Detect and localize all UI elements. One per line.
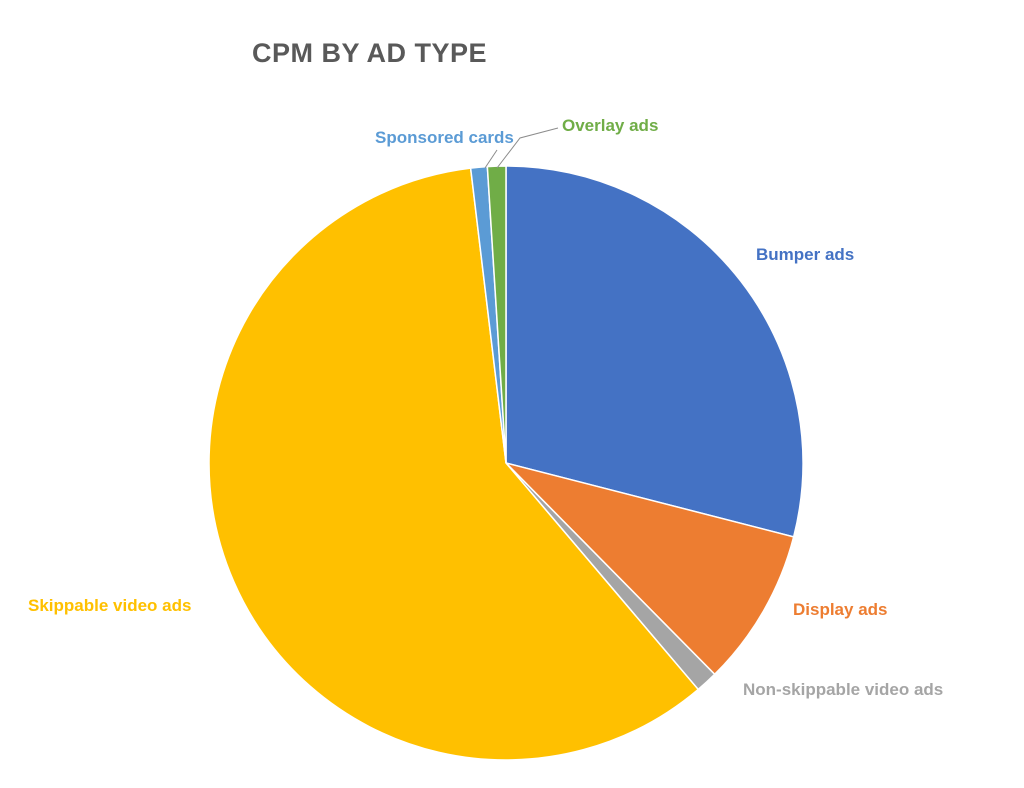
pie-slices bbox=[208, 165, 804, 761]
slice-label-display-ads: Display ads bbox=[793, 600, 888, 619]
chart-title: CPM BY AD TYPE bbox=[252, 38, 488, 68]
leader-lines bbox=[484, 127, 559, 169]
slice-label-non-skippable-video-ads: Non-skippable video ads bbox=[743, 680, 944, 699]
slice-label-overlay-ads: Overlay ads bbox=[562, 116, 659, 135]
slice-label-sponsored-cards: Sponsored cards bbox=[375, 128, 514, 147]
pie-slice-display-ads bbox=[503, 461, 795, 676]
pie-slice-skippable-video-ads bbox=[208, 167, 700, 761]
pie-slice-bumper-ads bbox=[505, 165, 804, 538]
leader-line-overlay-ads bbox=[496, 127, 559, 169]
pie-slice-overlay-ads bbox=[486, 165, 507, 464]
slice-label-bumper-ads: Bumper ads bbox=[756, 245, 855, 264]
leader-line-sponsored-cards bbox=[484, 149, 498, 169]
slice-label-skippable-video-ads: Skippable video ads bbox=[28, 596, 192, 615]
